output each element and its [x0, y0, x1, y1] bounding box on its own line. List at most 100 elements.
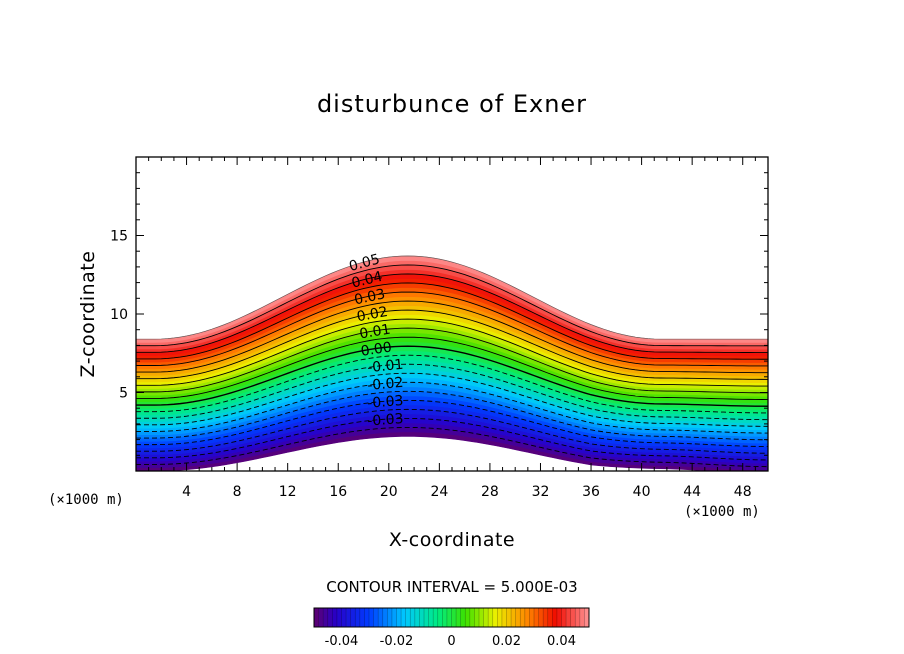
x-tick-label: 28: [481, 484, 499, 500]
colorbar-cell: [543, 608, 549, 627]
colorbar: [313, 607, 590, 628]
colorbar-tick-label: 0.02: [492, 634, 521, 649]
x-tick-label: 4: [182, 484, 191, 500]
x-tick-label: 8: [233, 484, 242, 500]
colorbar-cell: [391, 608, 397, 627]
colorbar-cell: [364, 608, 370, 627]
contour-field: [136, 255, 768, 471]
y-tick-label: 15: [110, 229, 128, 245]
colorbar-cell: [419, 608, 425, 627]
colorbar-cell: [584, 608, 590, 627]
contour-line: [136, 426, 768, 468]
colorbar-cell: [401, 608, 406, 627]
contour-label: 0.00: [360, 339, 393, 359]
contour-label: 0.03: [353, 286, 387, 308]
x-axis: 4 8 12 16 20 24 28 32 36 40 44 48: [148, 157, 756, 500]
colorbar-cell: [437, 608, 443, 627]
y-tick-label: 10: [110, 307, 128, 323]
colorbar-cell: [336, 608, 342, 627]
colorbar-cell: [396, 608, 402, 627]
colorbar-tick-label: 0.04: [547, 634, 576, 649]
colorbar-cell: [341, 608, 347, 627]
contour-label: -0.01: [367, 357, 405, 376]
colorbar-cell: [332, 608, 338, 627]
colorbar-cell: [433, 608, 439, 627]
contour-line: [136, 309, 768, 380]
contour-line: [136, 354, 768, 414]
colorbar-cell: [451, 608, 457, 627]
x-tick-label: 32: [532, 484, 550, 500]
contour-line: [136, 327, 768, 394]
colorbar-cell: [579, 608, 585, 627]
colorbar-cell: [410, 608, 416, 627]
colorbar-cell: [359, 608, 365, 627]
contour-line: [136, 381, 768, 434]
colorbar-cell: [327, 608, 333, 627]
colorbar-cell: [318, 608, 324, 627]
colorbar-cell: [469, 608, 475, 627]
contour-line: [136, 264, 768, 347]
colorbar-cell: [492, 608, 498, 627]
colorbar-cell: [378, 608, 384, 627]
colorbar-cell: [346, 608, 351, 627]
colorbar-cell: [552, 608, 558, 627]
colorbar-cell: [382, 608, 388, 627]
colorbar-cell: [350, 608, 356, 627]
y-axis-title: Z-coordinate: [77, 251, 99, 378]
y-axis: 5 10 15: [110, 172, 768, 456]
contour-line: [136, 255, 768, 340]
colorbar-cell: [547, 608, 553, 627]
colorbar-cell: [373, 608, 379, 627]
contour-interval-text: CONTOUR INTERVAL = 5.000E-03: [326, 578, 577, 596]
colorbar-cell: [369, 608, 374, 627]
contour-line: [136, 300, 768, 374]
colorbar-cell: [355, 608, 361, 627]
colorbar-cell: [566, 608, 571, 627]
colorbar-cell: [474, 608, 480, 627]
x-tick-label: 44: [683, 484, 701, 500]
colorbar-tick-label: 0: [447, 634, 455, 649]
colorbar-cell: [405, 608, 411, 627]
colorbar-cell: [442, 608, 448, 627]
x-tick-label: 48: [734, 484, 752, 500]
contour-line: [136, 273, 768, 353]
colorbar-cell: [515, 608, 521, 627]
colorbar-labels: -0.04 -0.02 0 0.02 0.04: [325, 634, 576, 649]
colorbar-tick-label: -0.04: [325, 634, 359, 649]
colorbar-cell: [387, 608, 393, 627]
colorbar-cell: [488, 608, 494, 627]
contour-line: [136, 345, 768, 407]
colorbar-cell: [561, 608, 567, 627]
colorbar-cell: [506, 608, 512, 627]
colorbar-cell: [520, 608, 526, 627]
colorbar-cell: [524, 608, 530, 627]
contour-line: [136, 336, 768, 400]
contour-label: 0.02: [356, 304, 390, 325]
colorbar-cell: [460, 608, 466, 627]
contour-line: [136, 390, 768, 441]
colorbar-cell: [465, 608, 471, 627]
colorbar-cell: [483, 608, 489, 627]
colorbar-cell: [501, 608, 507, 627]
x-tick-label: 36: [582, 484, 600, 500]
contour-label: -0.03: [367, 393, 404, 412]
colorbar-cell: [446, 608, 452, 627]
x-tick-label: 40: [633, 484, 651, 500]
colorbar-cell: [538, 608, 544, 627]
contour-line: [136, 318, 768, 387]
x-axis-unit-right: (×1000 m): [684, 504, 760, 520]
colorbar-cell: [529, 608, 535, 627]
colorbar-cell: [428, 608, 434, 627]
colorbar-cell: [314, 608, 319, 627]
contour-lines: [136, 255, 768, 468]
colorbar-cell: [479, 608, 484, 627]
colorbar-cell: [556, 608, 562, 627]
colorbar-frame: [313, 607, 590, 628]
chart-title: disturbunce of Exner: [317, 90, 587, 118]
contour-line: [136, 291, 768, 367]
colorbar-cell: [570, 608, 576, 627]
contour-label: -0.03: [367, 411, 404, 430]
colorbar-cell: [323, 608, 329, 627]
contour-line: [136, 408, 768, 454]
x-tick-label: 20: [380, 484, 398, 500]
